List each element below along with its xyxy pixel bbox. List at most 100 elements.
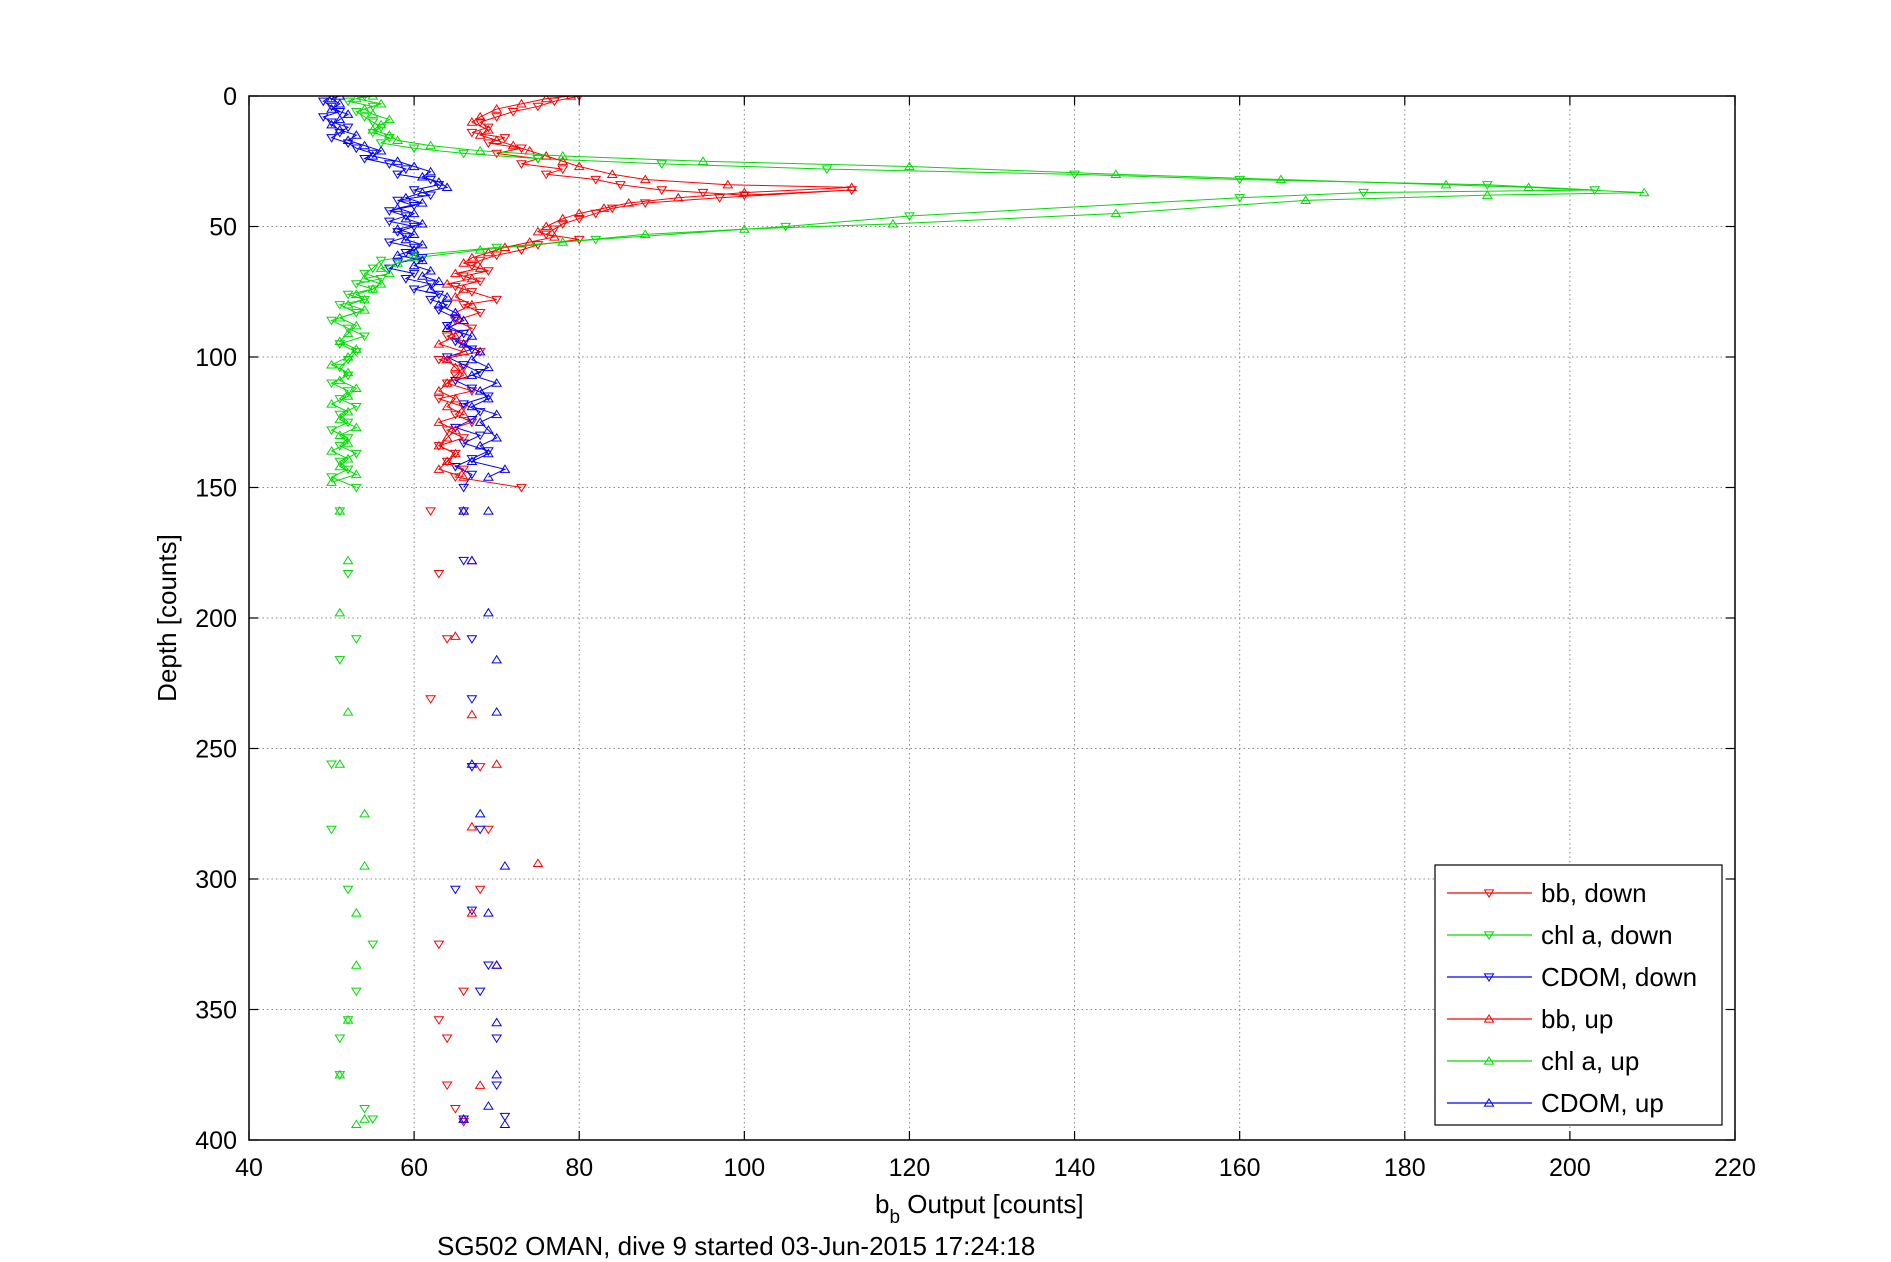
data-point (326, 426, 337, 436)
data-point (441, 426, 453, 436)
data-point (540, 170, 552, 180)
data-point (400, 213, 412, 223)
data-point (342, 555, 354, 565)
data-point (722, 179, 734, 189)
data-point (474, 130, 486, 139)
series-layer (317, 96, 1650, 1128)
data-point (408, 269, 420, 279)
data-point (375, 256, 387, 266)
legend-label: bb, up (1541, 1004, 1613, 1034)
data-point (466, 759, 478, 768)
data-point (433, 569, 445, 579)
series-line (330, 96, 1645, 483)
data-point (458, 434, 470, 443)
x-tick-label: 140 (1054, 1154, 1096, 1182)
data-point (342, 885, 354, 895)
data-point (474, 431, 486, 441)
data-point (342, 290, 354, 300)
x-tick-labels: 40 60 80 100 120 140 160 180 200 220 (235, 1154, 1756, 1182)
data-point (334, 301, 346, 310)
data-point (549, 225, 560, 235)
data-point (359, 305, 370, 314)
data-point (491, 409, 503, 419)
data-point (466, 331, 478, 340)
data-point (466, 906, 478, 916)
data-point (449, 1105, 461, 1114)
data-point (474, 808, 486, 818)
data-point (367, 284, 379, 293)
data-point (400, 165, 412, 175)
data-point (416, 239, 428, 249)
y-tick-label: 100 (195, 344, 237, 372)
data-point (904, 161, 915, 171)
data-point (499, 464, 511, 473)
data-point (449, 371, 461, 381)
data-point (334, 607, 346, 617)
data-point (359, 1105, 370, 1114)
data-point (408, 208, 420, 218)
data-point (375, 98, 387, 108)
data-point (359, 808, 370, 818)
data-point (441, 301, 453, 310)
data-point (342, 123, 354, 133)
data-point (326, 473, 337, 483)
data-point (590, 175, 602, 185)
data-point (491, 113, 503, 122)
data-point (326, 359, 337, 369)
data-point (383, 238, 395, 248)
data-point (474, 987, 486, 997)
data-point (449, 331, 461, 340)
data-point (408, 201, 420, 211)
data-point (342, 406, 354, 416)
data-point (367, 118, 379, 128)
data-point (433, 395, 445, 404)
data-point (359, 113, 370, 122)
data-point (474, 308, 486, 318)
y-tick-label: 250 (195, 736, 237, 764)
x-tick-label: 100 (723, 1154, 765, 1182)
data-point (491, 149, 503, 159)
data-point (466, 117, 478, 126)
data-point (359, 273, 370, 283)
data-point (1523, 182, 1535, 191)
data-point (441, 456, 453, 466)
data-point (383, 114, 395, 124)
x-tick-label: 120 (889, 1154, 931, 1182)
legend: bb, down chl a, down CDOM, down bb, up chl a… (1434, 864, 1723, 1126)
data-point (408, 285, 420, 295)
data-point (408, 186, 420, 195)
data-point (491, 960, 503, 969)
legend-label: CDOM, up (1541, 1088, 1664, 1118)
x-tick-label: 160 (1219, 1154, 1261, 1182)
data-point (499, 1119, 511, 1128)
data-point (416, 198, 428, 207)
data-point (433, 338, 445, 348)
data-point (433, 940, 445, 950)
x-axis-label: bb Output [counts] (875, 1189, 1084, 1228)
data-point (474, 277, 486, 287)
data-point (491, 432, 503, 442)
legend-box (1434, 864, 1723, 1126)
data-point (392, 224, 404, 233)
data-point (342, 328, 354, 338)
legend-item: CDOM, down (1447, 962, 1697, 992)
data-point (598, 203, 610, 212)
data-point (334, 430, 346, 439)
legend-label: bb, down (1541, 878, 1647, 908)
data-point (483, 362, 494, 372)
data-point (491, 1034, 503, 1044)
data-point (466, 370, 478, 379)
data-point (466, 288, 478, 297)
data-point (672, 192, 684, 202)
data-point (491, 1081, 503, 1091)
data-point (334, 414, 346, 424)
data-point (326, 96, 337, 103)
data-point (458, 1114, 470, 1123)
legend-marker (1483, 889, 1495, 898)
data-point (441, 635, 453, 644)
data-point (375, 145, 387, 155)
data-point (350, 96, 362, 103)
data-point (375, 278, 387, 288)
data-point (342, 391, 354, 400)
data-point (557, 237, 569, 246)
